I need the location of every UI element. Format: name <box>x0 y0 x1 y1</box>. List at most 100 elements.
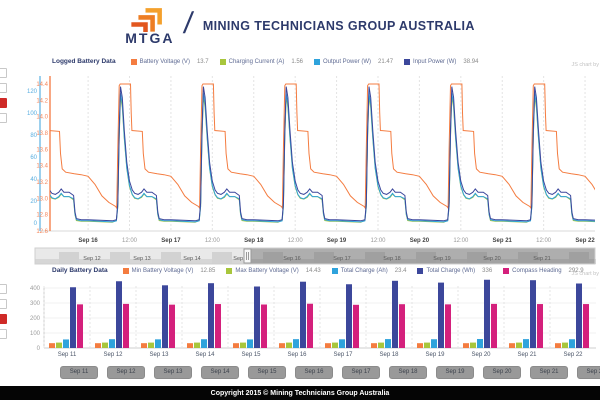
date-button[interactable]: Sep 21 <box>530 366 568 379</box>
bar-total-charge-ah-[interactable] <box>201 339 207 348</box>
bar-total-charge-wh-[interactable] <box>116 281 122 348</box>
bar-compass-heading[interactable] <box>307 303 313 348</box>
legend-item[interactable]: Battery Voltage (V) 13.7 <box>130 58 209 65</box>
legend-item[interactable]: Charging Current (A) 1.56 <box>219 58 303 65</box>
bar-max-battery-voltage-v-[interactable] <box>562 342 568 348</box>
bar-min-battery-voltage-v-[interactable] <box>187 343 193 348</box>
legend-item[interactable]: Input Power (W) 38.94 <box>404 58 478 65</box>
bar-total-charge-ah-[interactable] <box>523 339 529 348</box>
bar-max-battery-voltage-v-[interactable] <box>470 342 476 348</box>
chart-tool-icon[interactable] <box>0 284 7 294</box>
bar-max-battery-voltage-v-[interactable] <box>286 342 292 348</box>
chart-tool-icon[interactable] <box>0 299 7 309</box>
date-button[interactable]: Sep 13 <box>154 366 192 379</box>
voltage-axis-tick: 13.6 <box>36 147 48 153</box>
bar-max-battery-voltage-v-[interactable] <box>424 342 430 348</box>
bar-compass-heading[interactable] <box>123 303 129 348</box>
bar-total-charge-ah-[interactable] <box>339 339 345 348</box>
chart-tool-active-icon[interactable] <box>0 98 7 108</box>
daily-battery-bar-chart[interactable]: 0 100 200 300 400 Sep 11 Sep 12 Sep 13 Sep 14 Sep… <box>0 278 600 364</box>
date-button[interactable]: Sep 20 <box>483 366 521 379</box>
bar-compass-heading[interactable] <box>399 304 405 348</box>
bar-total-charge-wh-[interactable] <box>576 283 582 349</box>
bar-min-battery-voltage-v-[interactable] <box>325 343 331 348</box>
bar-total-charge-ah-[interactable] <box>63 339 69 348</box>
bar-max-battery-voltage-v-[interactable] <box>516 342 522 348</box>
bar-compass-heading[interactable] <box>583 304 589 348</box>
chart-tool-active-icon[interactable] <box>0 314 7 324</box>
bar-min-battery-voltage-v-[interactable] <box>95 343 101 348</box>
power-axis-tick: 20 <box>30 199 37 205</box>
bar-total-charge-ah-[interactable] <box>293 339 299 348</box>
bar-max-battery-voltage-v-[interactable] <box>56 342 62 348</box>
bar-compass-heading[interactable] <box>77 304 83 348</box>
legend-item[interactable]: Max Battery Voltage (V) 14.43 <box>226 267 321 274</box>
bar-total-charge-wh-[interactable] <box>162 285 168 348</box>
bar-total-charge-wh-[interactable] <box>346 284 352 348</box>
footer: Copyright 2015 © Mining Technicians Grou… <box>0 386 600 400</box>
bar-min-battery-voltage-v-[interactable] <box>233 343 239 348</box>
date-button[interactable]: Sep 17 <box>342 366 380 379</box>
bar-total-charge-ah-[interactable] <box>431 339 437 348</box>
bar-compass-heading[interactable] <box>537 304 543 348</box>
bar-total-charge-wh-[interactable] <box>254 286 260 349</box>
bar-total-charge-wh-[interactable] <box>484 279 490 348</box>
legend-item[interactable]: Compass Heading 292.9 <box>503 267 584 274</box>
bar-max-battery-voltage-v-[interactable] <box>148 342 154 348</box>
bar-total-charge-ah-[interactable] <box>569 339 575 348</box>
date-button[interactable]: Sep 14 <box>201 366 239 379</box>
bar-min-battery-voltage-v-[interactable] <box>141 343 147 348</box>
navigator-handle[interactable] <box>243 248 252 264</box>
bar-total-charge-ah-[interactable] <box>155 339 161 348</box>
bar-max-battery-voltage-v-[interactable] <box>240 342 246 348</box>
date-button[interactable]: Sep 15 <box>248 366 286 379</box>
bar-min-battery-voltage-v-[interactable] <box>371 343 377 348</box>
bar-total-charge-wh-[interactable] <box>530 280 536 348</box>
bar-total-charge-ah-[interactable] <box>385 339 391 348</box>
chart-tool-icon[interactable] <box>0 113 7 123</box>
bar-min-battery-voltage-v-[interactable] <box>463 343 469 348</box>
bar-compass-heading[interactable] <box>491 303 497 348</box>
bar-min-battery-voltage-v-[interactable] <box>279 343 285 348</box>
legend-value: 23.4 <box>394 267 407 274</box>
bar-max-battery-voltage-v-[interactable] <box>102 342 108 348</box>
date-button[interactable]: Sep 16 <box>295 366 333 379</box>
legend-item[interactable]: Min Battery Voltage (V) 12.85 <box>122 267 215 274</box>
logged-battery-line-chart[interactable]: Sep 16 12:00 Sep 17 12:00 Sep 18 12:00 Sep 19 1… <box>0 66 600 266</box>
bar-compass-heading[interactable] <box>261 304 267 349</box>
bar-total-charge-wh-[interactable] <box>438 282 444 348</box>
bar-total-charge-wh-[interactable] <box>300 281 306 348</box>
date-button[interactable]: Sep 18 <box>389 366 427 379</box>
bar-compass-heading[interactable] <box>445 304 451 348</box>
category-label: Sep 19 <box>425 352 445 358</box>
chart1-legend: Logged Battery Data Battery Voltage (V) 1… <box>52 56 478 67</box>
chart-tool-icon[interactable] <box>0 68 7 78</box>
bar-total-charge-ah-[interactable] <box>109 339 115 348</box>
bar-compass-heading[interactable] <box>215 304 221 348</box>
bar-compass-heading[interactable] <box>169 304 175 348</box>
bar-min-battery-voltage-v-[interactable] <box>555 343 561 348</box>
bar-max-battery-voltage-v-[interactable] <box>378 342 384 348</box>
navigator-selected-range[interactable] <box>247 248 595 264</box>
date-button[interactable]: Sep 12 <box>107 366 145 379</box>
legend-item[interactable]: Output Power (W) 21.47 <box>314 58 393 65</box>
bar-compass-heading[interactable] <box>353 304 359 348</box>
date-button[interactable]: Sep 19 <box>436 366 474 379</box>
bar-min-battery-voltage-v-[interactable] <box>509 343 515 348</box>
category-label: Sep 22 <box>563 352 583 358</box>
bar-max-battery-voltage-v-[interactable] <box>194 342 200 348</box>
bar-min-battery-voltage-v-[interactable] <box>417 343 423 348</box>
bar-total-charge-wh-[interactable] <box>208 283 214 348</box>
bar-total-charge-wh-[interactable] <box>70 287 76 348</box>
date-button[interactable]: Sep 11 <box>60 366 98 379</box>
legend-item[interactable]: Total Charge (Ah) 23.4 <box>331 267 407 274</box>
bar-total-charge-ah-[interactable] <box>477 339 483 348</box>
chart-tool-icon[interactable] <box>0 329 7 339</box>
legend-item[interactable]: Total Charge (Wh) 336 <box>417 267 492 274</box>
date-button[interactable]: Sep 22 <box>577 366 600 379</box>
chart-tool-icon[interactable] <box>0 83 7 93</box>
bar-max-battery-voltage-v-[interactable] <box>332 342 338 348</box>
bar-total-charge-wh-[interactable] <box>392 280 398 348</box>
bar-total-charge-ah-[interactable] <box>247 339 253 348</box>
bar-min-battery-voltage-v-[interactable] <box>49 343 55 348</box>
